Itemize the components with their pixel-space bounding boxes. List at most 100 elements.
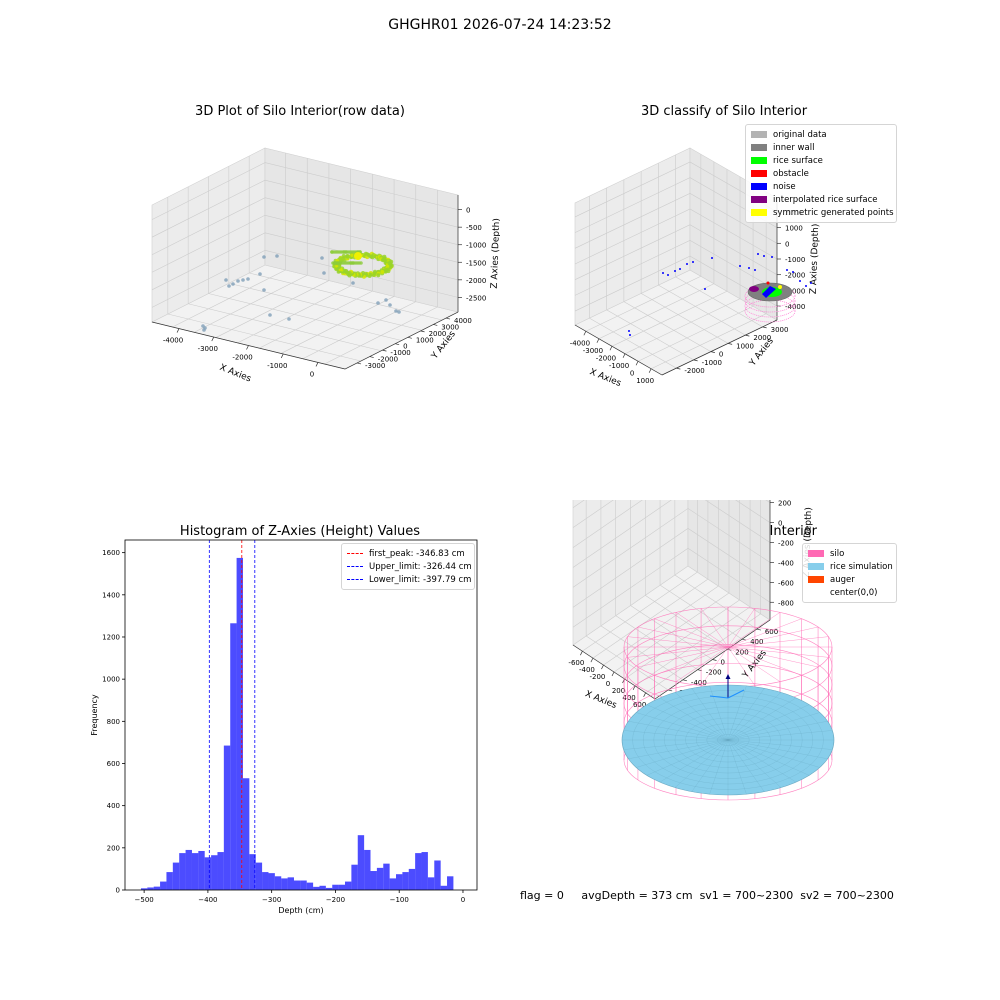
histogram-bar	[179, 853, 186, 890]
raw-xtick-label: -3000	[198, 345, 218, 353]
histogram-bar	[147, 887, 154, 890]
raw-outlier-point	[224, 278, 228, 282]
class-zgrid	[574, 192, 778, 249]
raw-outlier-point	[231, 282, 235, 286]
raw-outlier-point	[397, 310, 401, 314]
class-noise-point	[754, 269, 756, 271]
histogram-bar	[140, 888, 148, 890]
legend-swatch	[808, 563, 824, 570]
sim-xtick	[632, 685, 636, 691]
rice-mesh-spoke	[674, 739, 729, 788]
class-zgrid	[574, 240, 778, 296]
raw-zgrid	[151, 179, 459, 238]
class-zlabel: Z Axies (Depth)	[809, 224, 821, 295]
legend-label: silo	[830, 548, 845, 559]
class-xgrid	[606, 309, 694, 361]
classify-legend: original data inner wall rice surface obsta…	[745, 124, 897, 223]
rice-mesh-spoke	[727, 739, 782, 788]
histogram-ylabel: Frequency	[90, 694, 99, 736]
class-ytick	[745, 334, 750, 337]
rice-mesh-spoke	[659, 739, 729, 783]
histogram-ytick-label: 0	[116, 887, 120, 895]
raw-xtick	[211, 336, 215, 342]
raw-ytick	[382, 349, 387, 352]
histogram-xtick-label: −100	[390, 896, 409, 904]
histogram-bar	[153, 886, 161, 890]
sim-ytick	[756, 628, 761, 631]
sim-zgrid	[572, 508, 771, 588]
histogram-bar	[198, 850, 205, 890]
raw-outlier-point	[351, 281, 355, 285]
rice-mesh-spoke	[709, 739, 729, 795]
histogram-xtick-label: −500	[135, 896, 154, 904]
raw-xgrid	[167, 313, 361, 362]
rice-mesh-spoke	[727, 692, 782, 741]
legend-label: noise	[773, 181, 796, 192]
legend-swatch	[808, 589, 824, 596]
legend-label: center(0,0)	[830, 587, 878, 598]
raw-plot-title: 3D Plot of Silo Interior(row data)	[195, 104, 405, 119]
class-noise-point	[674, 270, 676, 272]
histogram-bar	[236, 557, 243, 890]
raw-xtick	[176, 328, 180, 333]
raw-zgrid	[151, 162, 459, 220]
sim-ytick	[741, 638, 747, 641]
histogram-bar	[242, 778, 250, 890]
raw-zlabel: Z Axies (Depth)	[490, 218, 500, 289]
classify-plot-title: 3D classify of Silo Interior	[640, 104, 808, 119]
raw-xlabel: X Axies	[218, 363, 253, 385]
legend-line	[347, 553, 363, 554]
rice-mesh-spoke	[727, 697, 797, 741]
raw-ytick	[356, 362, 362, 365]
raw-outlier-point	[246, 277, 250, 281]
class-silo-ring	[744, 294, 796, 318]
raw-xgrid	[249, 272, 443, 321]
class-noise-point	[763, 255, 765, 257]
rice-mesh-spoke	[727, 739, 833, 750]
silo-roof-rib	[654, 618, 729, 648]
histogram-ytick-label: 1200	[102, 633, 120, 641]
sim-xtick	[611, 671, 615, 677]
raw-ztick-label: -2500	[466, 294, 486, 302]
histogram-bar	[185, 849, 192, 890]
raw-outlier-point	[388, 303, 392, 307]
sim-ytick	[712, 659, 717, 661]
histogram-bar	[274, 876, 282, 890]
sim-ytick-label: 0	[721, 659, 725, 667]
histogram-ytick-label: 200	[107, 844, 120, 852]
raw-ytick	[395, 343, 400, 346]
silo-roof-rib	[727, 646, 802, 676]
raw-ytick-label: 1000	[416, 336, 434, 344]
silo-roof-rib	[727, 646, 781, 682]
silo-roof-rib	[727, 646, 756, 686]
raw-outlier-point	[268, 313, 272, 317]
class-noise-point	[757, 253, 759, 255]
legend-label: obstacle	[773, 168, 809, 179]
legend-entry: Upper_limit: -326.44 cm	[347, 560, 472, 573]
class-noise-point	[739, 265, 741, 267]
legend-swatch	[751, 170, 767, 177]
raw-surface-point	[338, 256, 343, 261]
class-noise-point	[629, 334, 631, 336]
rice-mesh-spoke	[623, 739, 729, 750]
rice-mesh-spoke	[674, 692, 729, 741]
raw-ytick	[420, 330, 425, 333]
histogram-bar	[166, 872, 173, 890]
sim-ygrid	[603, 585, 719, 666]
raw-surface-point	[345, 254, 350, 259]
histogram-bar	[357, 835, 365, 890]
raw-outlier-point	[394, 309, 398, 313]
rice-mesh-spoke	[727, 712, 820, 741]
silo-roof-rib	[654, 646, 729, 676]
sim-xtick-label: 0	[606, 680, 610, 688]
rice-mesh-spoke	[727, 721, 828, 741]
sim-xtick-label: 200	[612, 687, 625, 695]
raw-surface-point	[330, 250, 334, 254]
sim-ygrid	[613, 592, 730, 673]
legend-label: rice surface	[773, 155, 823, 166]
rice-mesh-spoke	[628, 721, 729, 741]
histogram-bar	[351, 864, 358, 890]
legend-entry: silo	[808, 547, 891, 560]
silo-roof-rib	[637, 626, 729, 648]
sim-xtick-label: 400	[622, 694, 635, 702]
